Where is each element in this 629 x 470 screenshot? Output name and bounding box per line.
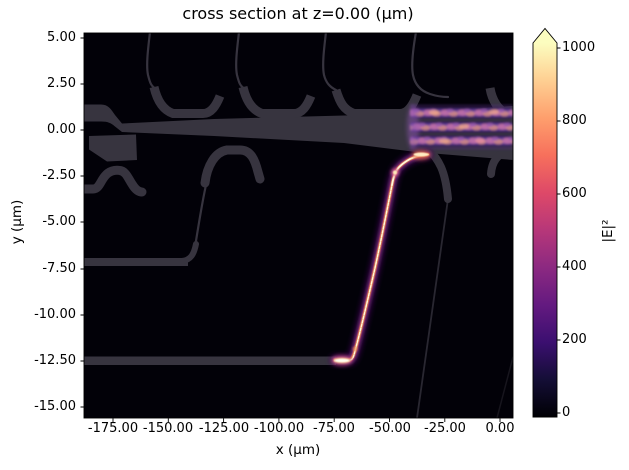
plot-title: cross section at z=0.00 (μm) xyxy=(182,4,414,23)
x-tick-label: -150.00 xyxy=(142,421,194,436)
colorbar-tick-label: 1000 xyxy=(562,40,596,55)
y-tick-label: -15.00 xyxy=(34,399,76,414)
y-axis-label: y (μm) xyxy=(9,199,25,245)
colorbar xyxy=(532,27,558,418)
y-tick-label: 0.00 xyxy=(47,122,76,137)
colorbar-label: |E|² xyxy=(600,219,616,243)
small-pad-shape xyxy=(89,134,137,162)
output-mode-stripes xyxy=(410,104,513,150)
layout-overlay xyxy=(84,104,513,365)
coupling-glow xyxy=(407,104,419,150)
x-axis-label: x (μm) xyxy=(275,442,321,458)
x-tick-label: -100.00 xyxy=(253,421,305,436)
y-tick-label: -10.00 xyxy=(34,307,76,322)
x-tick-label: 0.00 xyxy=(485,421,515,436)
heatmap-plot-area xyxy=(84,33,513,418)
y-tick-label: -5.00 xyxy=(42,214,76,229)
central-taper-shape xyxy=(84,104,513,160)
y-tick-label: -2.50 xyxy=(42,168,76,183)
bus-waveguide-lower xyxy=(84,356,336,365)
colorbar-tick-label: 200 xyxy=(562,332,587,347)
x-tick-marks xyxy=(112,418,501,422)
x-tick-label: -125.00 xyxy=(198,421,250,436)
colorbar-tick-label: 800 xyxy=(562,113,587,128)
x-tick-label: -25.00 xyxy=(424,421,466,436)
x-tick-label: -175.00 xyxy=(87,421,139,436)
y-tick-label: -12.50 xyxy=(34,353,76,368)
bus-waveguide-upper xyxy=(84,258,188,266)
y-tick-marks xyxy=(80,37,84,408)
y-tick-label: 2.50 xyxy=(47,76,76,91)
axes-spine xyxy=(83,32,514,419)
bright-beam-hotspots xyxy=(332,150,430,366)
colorbar-tick-label: 400 xyxy=(562,259,587,274)
x-tick-label: -50.00 xyxy=(369,421,411,436)
mode-stripe-3 xyxy=(410,135,513,147)
y-tick-label: 5.00 xyxy=(47,30,76,45)
y-tick-label: -7.50 xyxy=(42,261,76,276)
x-tick-label: -75.00 xyxy=(313,421,355,436)
colorbar-tick-marks xyxy=(557,47,561,414)
colorbar-tick-label: 0 xyxy=(562,405,571,420)
colorbar-tick-label: 600 xyxy=(562,186,587,201)
